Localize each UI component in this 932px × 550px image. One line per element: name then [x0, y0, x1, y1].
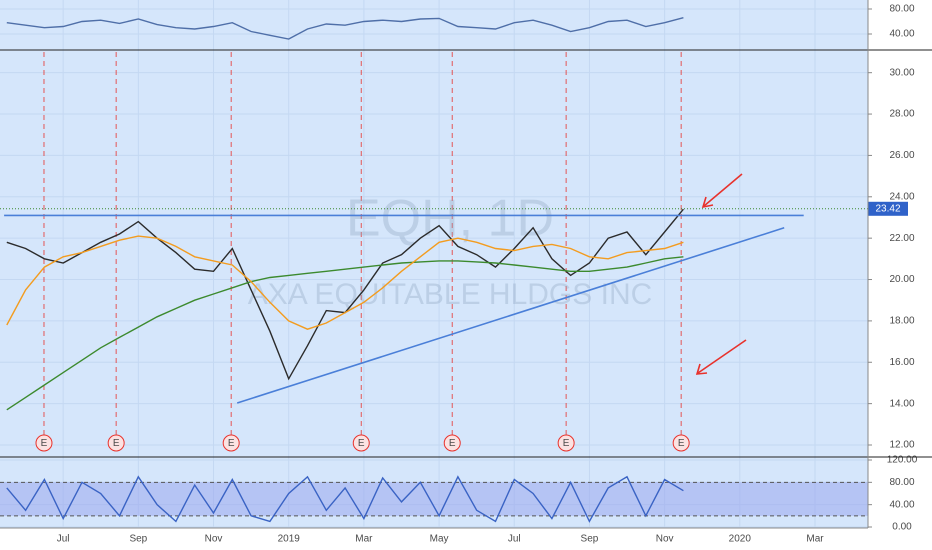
y-tick-label: 30.00 — [889, 67, 914, 78]
plot-background — [0, 0, 868, 528]
y-tick-label: 26.00 — [889, 150, 914, 161]
annotation-arrows — [695, 173, 747, 375]
x-tick-label: Jul — [508, 534, 521, 545]
x-tick-label: 2020 — [729, 534, 752, 545]
series-line — [6, 235, 684, 330]
x-tick-label: Nov — [656, 534, 674, 545]
event-marker — [352, 434, 370, 452]
event-marker — [107, 434, 125, 452]
event-marker — [557, 434, 575, 452]
y-tick-label: 22.00 — [889, 233, 914, 244]
last-price-tag — [868, 201, 908, 216]
series-line — [6, 475, 684, 523]
series-line — [6, 17, 684, 40]
y-tick-label: 14.00 — [889, 398, 914, 409]
price-axis — [868, 0, 932, 550]
event-marker — [35, 434, 53, 452]
event-label: E — [41, 438, 48, 449]
series-line — [236, 227, 785, 404]
x-tick-label: Sep — [581, 534, 599, 545]
x-tick-label: Sep — [129, 534, 147, 545]
event-label: E — [113, 438, 120, 449]
x-tick-label: 2019 — [278, 534, 301, 545]
event-marker — [222, 434, 240, 452]
last-price-label: 23.42 — [875, 203, 900, 214]
event-label: E — [228, 438, 235, 449]
event-label: E — [449, 438, 456, 449]
event-label: E — [563, 438, 570, 449]
event-label: E — [358, 438, 365, 449]
y-tick-label: 28.00 — [889, 109, 914, 120]
event-marker — [672, 434, 690, 452]
band — [0, 482, 868, 516]
arrow-head — [701, 196, 714, 209]
x-tick-label: Mar — [355, 534, 373, 545]
y-tick-label: 16.00 — [889, 357, 914, 368]
series-line — [6, 256, 684, 411]
x-tick-label: May — [430, 534, 449, 545]
y-tick-label: 18.00 — [889, 316, 914, 327]
y-tick-label: 80.00 — [889, 4, 914, 15]
y-tick-label: 40.00 — [889, 29, 914, 40]
y-tick-label: 120.00 — [887, 455, 918, 466]
x-tick-label: Nov — [205, 534, 223, 545]
x-tick-label: Mar — [806, 534, 824, 545]
y-tick-label: 20.00 — [889, 274, 914, 285]
arrow — [697, 339, 747, 374]
y-tick-label: 40.00 — [889, 499, 914, 510]
arrow — [703, 173, 743, 207]
y-tick-label: 24.00 — [889, 191, 914, 202]
time-axis — [0, 528, 868, 550]
y-tick-label: 0.00 — [892, 522, 912, 533]
watermark-subtitle: AXA EQUITABLE HLDGS INC — [248, 278, 653, 311]
event-label: E — [678, 438, 685, 449]
arrow-head — [695, 363, 708, 375]
event-marker — [443, 434, 461, 452]
x-tick-label: Jul — [57, 534, 70, 545]
y-tick-label: 12.00 — [889, 440, 914, 451]
y-tick-label: 80.00 — [889, 477, 914, 488]
